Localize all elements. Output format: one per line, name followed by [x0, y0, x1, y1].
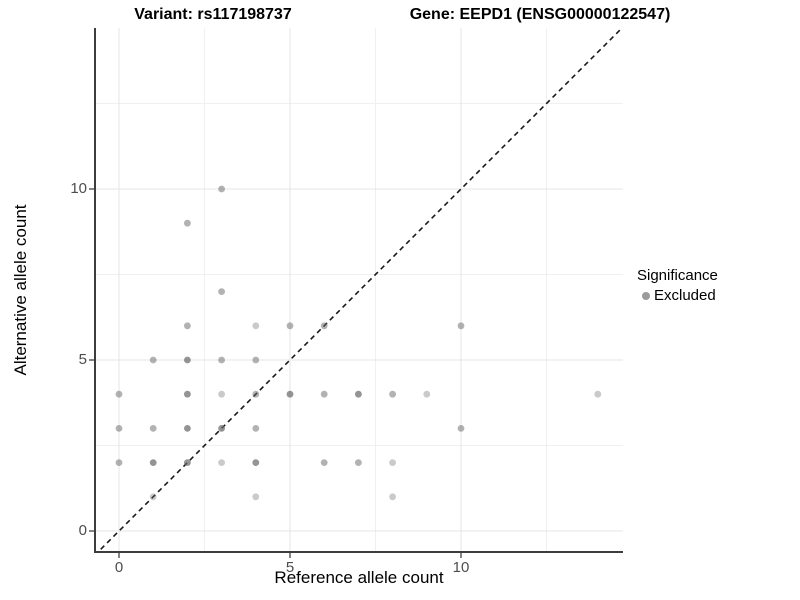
data-point — [149, 493, 157, 501]
x-tick-label: 0 — [114, 559, 124, 576]
data-point — [389, 390, 396, 398]
y-axis-label: Alternative allele count — [11, 204, 30, 376]
data-point — [320, 390, 328, 398]
data-point — [218, 356, 226, 364]
data-point — [115, 390, 123, 398]
data-point — [389, 459, 396, 466]
data-point — [457, 322, 465, 330]
data-point — [184, 322, 191, 330]
identity-line — [96, 28, 623, 552]
y-tick-label: 5 — [78, 351, 87, 368]
data-point — [115, 425, 123, 432]
data-point — [286, 322, 294, 330]
data-point — [149, 459, 157, 466]
data-point — [218, 390, 226, 398]
x-axis-label: Reference allele count — [274, 568, 444, 587]
data-point — [184, 219, 191, 227]
y-tick-label: 0 — [78, 522, 87, 539]
data-point — [594, 390, 602, 398]
data-point — [252, 390, 260, 398]
data-point — [252, 459, 260, 466]
data-point — [252, 356, 260, 364]
data-point — [389, 493, 396, 501]
data-point — [218, 288, 226, 295]
data-point — [320, 459, 328, 466]
data-point — [252, 493, 260, 501]
x-tick-label: 10 — [452, 559, 470, 576]
data-point — [252, 322, 260, 330]
data-point — [252, 425, 260, 432]
data-point — [218, 459, 226, 466]
legend-item-excluded: Excluded — [642, 287, 718, 304]
x-tick-label: 5 — [285, 559, 295, 576]
variant-title: Variant: rs117198737 — [134, 6, 292, 23]
gene-title: Gene: EEPD1 (ENSG00000122547) — [409, 6, 671, 23]
data-point — [218, 425, 226, 432]
data-point — [184, 459, 191, 466]
legend: Significance Excluded — [637, 267, 718, 304]
data-point — [286, 390, 294, 398]
data-point — [184, 390, 191, 398]
y-tick-label: 10 — [70, 180, 87, 197]
data-point — [184, 356, 191, 364]
data-point — [149, 425, 157, 432]
data-point — [320, 322, 328, 330]
legend-item-label: Excluded — [654, 287, 716, 304]
data-point — [149, 356, 157, 364]
legend-title: Significance — [637, 267, 718, 284]
data-point — [218, 185, 226, 193]
data-point — [184, 425, 191, 432]
data-point — [355, 390, 362, 398]
data-point — [355, 459, 362, 466]
data-point — [115, 459, 123, 466]
data-point — [457, 425, 465, 432]
data-point — [423, 390, 431, 398]
excluded-point-icon — [642, 291, 650, 300]
